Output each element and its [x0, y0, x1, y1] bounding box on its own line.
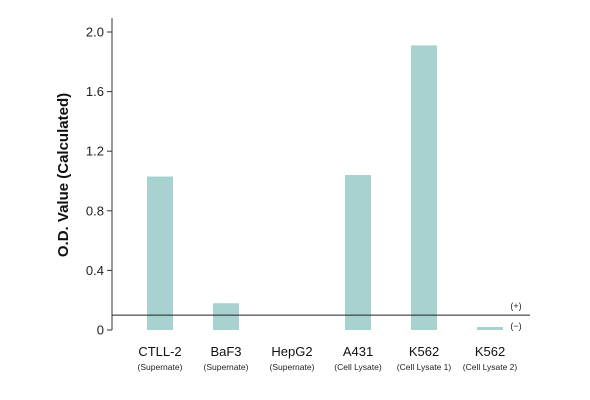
x-tick-label: K562 [475, 344, 505, 359]
bar [345, 175, 371, 330]
x-tick-sublabel: (Supernate) [204, 362, 249, 372]
y-ticks: 0 0.4 0.8 1.2 1.6 2.0 [86, 25, 112, 338]
bar [477, 327, 503, 330]
y-tick-label: 2.0 [86, 25, 104, 40]
x-tick-sublabel: (Supernate) [138, 362, 183, 372]
reference-label-above: (+) [510, 301, 521, 311]
y-tick-label: 0.4 [86, 263, 104, 278]
x-tick-sublabel: (Cell Lysate 2) [463, 362, 518, 372]
y-tick-label: 1.6 [86, 84, 104, 99]
x-tick-sublabel: (Cell Lysate) [334, 362, 382, 372]
bar [411, 45, 437, 330]
x-labels: CTLL-2 (Supernate) BaF3 (Supernate) HepG2 (Su… [138, 344, 518, 372]
x-tick-label: BaF3 [210, 344, 241, 359]
y-tick-label: 0 [97, 323, 104, 338]
bars [147, 45, 503, 330]
x-tick-label: CTLL-2 [138, 344, 181, 359]
reference-label-below: (−) [510, 321, 521, 331]
reference-line-group: (+) (−) [112, 301, 530, 331]
x-tick-label: HepG2 [271, 344, 312, 359]
bar [213, 303, 239, 330]
y-tick-label: 1.2 [86, 144, 104, 159]
x-tick-label: K562 [409, 344, 439, 359]
x-tick-sublabel: (Cell Lysate 1) [397, 362, 452, 372]
x-tick-label: A431 [343, 344, 373, 359]
y-axis-label: O.D. Value (Calculated) [55, 93, 72, 257]
x-tick-sublabel: (Supernate) [270, 362, 315, 372]
bar [147, 176, 173, 330]
y-tick-label: 0.8 [86, 203, 104, 218]
